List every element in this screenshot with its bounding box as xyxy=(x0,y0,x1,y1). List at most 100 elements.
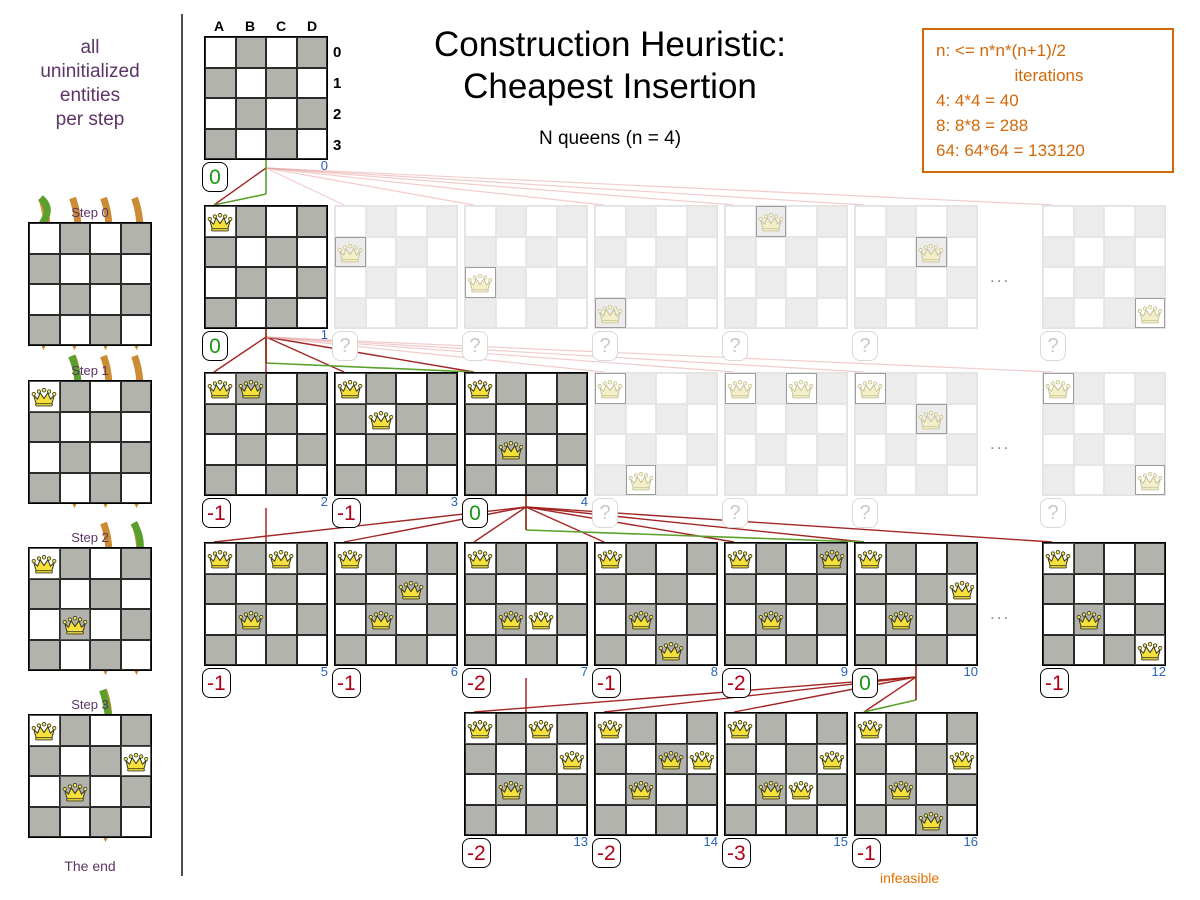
board-cell xyxy=(855,713,886,744)
board-cell xyxy=(29,442,60,473)
board-cell xyxy=(60,746,91,777)
board-cell xyxy=(855,206,886,237)
board-score-badge: -2 xyxy=(722,668,751,698)
board-cell xyxy=(1135,604,1166,635)
board-cell xyxy=(725,604,756,635)
chess-board xyxy=(724,542,848,666)
column-header-b: B xyxy=(243,18,257,34)
board-cell xyxy=(526,373,557,404)
board-index-label: 8 xyxy=(698,664,718,679)
board-index-label: 3 xyxy=(438,494,458,509)
board-cell xyxy=(121,807,152,838)
chess-board xyxy=(594,372,718,496)
board-cell xyxy=(335,404,366,435)
board-cell xyxy=(236,129,267,160)
queen-icon xyxy=(628,776,654,802)
board-cell xyxy=(656,543,687,574)
board-cell xyxy=(656,434,687,465)
board-cell xyxy=(1043,373,1074,404)
board-cell xyxy=(947,404,978,435)
board-cell xyxy=(595,434,626,465)
board-cell xyxy=(1135,206,1166,237)
board-cell xyxy=(236,543,267,574)
board-cell xyxy=(496,774,527,805)
board-cell xyxy=(1104,604,1135,635)
board-cell xyxy=(1135,404,1166,435)
board-index-label: 15 xyxy=(828,834,848,849)
board-cell xyxy=(205,129,236,160)
board-cell xyxy=(817,543,848,574)
board-cell xyxy=(786,574,817,605)
chess-board xyxy=(28,222,152,346)
board-cell xyxy=(496,267,527,298)
board-cell xyxy=(60,609,91,640)
board-cell xyxy=(855,604,886,635)
board-cell xyxy=(886,237,917,268)
chess-board xyxy=(204,372,328,496)
board-cell xyxy=(60,315,91,346)
board-cell xyxy=(786,465,817,496)
board-score-badge: 0 xyxy=(852,668,878,698)
board-cell xyxy=(526,267,557,298)
board-score-badge: ? xyxy=(462,331,488,361)
board-cell xyxy=(595,206,626,237)
board-cell xyxy=(465,713,496,744)
board-cell xyxy=(427,237,458,268)
board-cell xyxy=(236,206,267,237)
board-score-badge: ? xyxy=(592,331,618,361)
queen-icon xyxy=(31,550,57,576)
board-score-badge: 0 xyxy=(462,498,488,528)
queen-icon xyxy=(689,746,715,772)
queen-icon xyxy=(819,545,845,571)
board-cell xyxy=(786,237,817,268)
board-cell xyxy=(557,434,588,465)
board-cell xyxy=(427,635,458,666)
board-cell xyxy=(465,404,496,435)
board-cell xyxy=(1074,237,1105,268)
board-cell xyxy=(396,404,427,435)
queen-icon xyxy=(31,383,57,409)
queen-icon xyxy=(498,436,524,462)
board-cell xyxy=(29,284,60,315)
board-cell xyxy=(1043,543,1074,574)
board-cell xyxy=(396,604,427,635)
queen-icon xyxy=(628,606,654,632)
queen-icon xyxy=(498,776,524,802)
board-cell xyxy=(725,635,756,666)
chess-board xyxy=(724,372,848,496)
board-cell xyxy=(786,434,817,465)
board-cell xyxy=(266,434,297,465)
board-cell xyxy=(595,635,626,666)
board-cell xyxy=(557,805,588,836)
board-cell xyxy=(1104,543,1135,574)
board-cell xyxy=(855,774,886,805)
board-index-label: 4 xyxy=(568,494,588,509)
board-cell xyxy=(786,298,817,329)
board-score-badge: -2 xyxy=(462,838,491,868)
board-score-badge: -1 xyxy=(202,498,231,528)
board-score-badge: ? xyxy=(722,498,748,528)
board-cell xyxy=(916,267,947,298)
board-cell xyxy=(786,604,817,635)
board-index-label: 13 xyxy=(568,834,588,849)
board-cell xyxy=(121,746,152,777)
board-cell xyxy=(1135,543,1166,574)
board-cell xyxy=(1104,635,1135,666)
board-cell xyxy=(465,465,496,496)
board-cell xyxy=(266,543,297,574)
board-score-badge: ? xyxy=(722,331,748,361)
board-cell xyxy=(1074,267,1105,298)
board-cell xyxy=(427,206,458,237)
board-cell xyxy=(90,640,121,671)
queen-icon xyxy=(123,748,149,774)
board-cell xyxy=(496,635,527,666)
board-cell xyxy=(297,37,328,68)
board-cell xyxy=(465,543,496,574)
board-cell xyxy=(205,37,236,68)
board-score-badge: -1 xyxy=(1040,668,1069,698)
board-cell xyxy=(687,604,718,635)
board-cell xyxy=(947,237,978,268)
queen-icon xyxy=(1045,545,1071,571)
board-cell xyxy=(595,465,626,496)
board-cell xyxy=(687,434,718,465)
